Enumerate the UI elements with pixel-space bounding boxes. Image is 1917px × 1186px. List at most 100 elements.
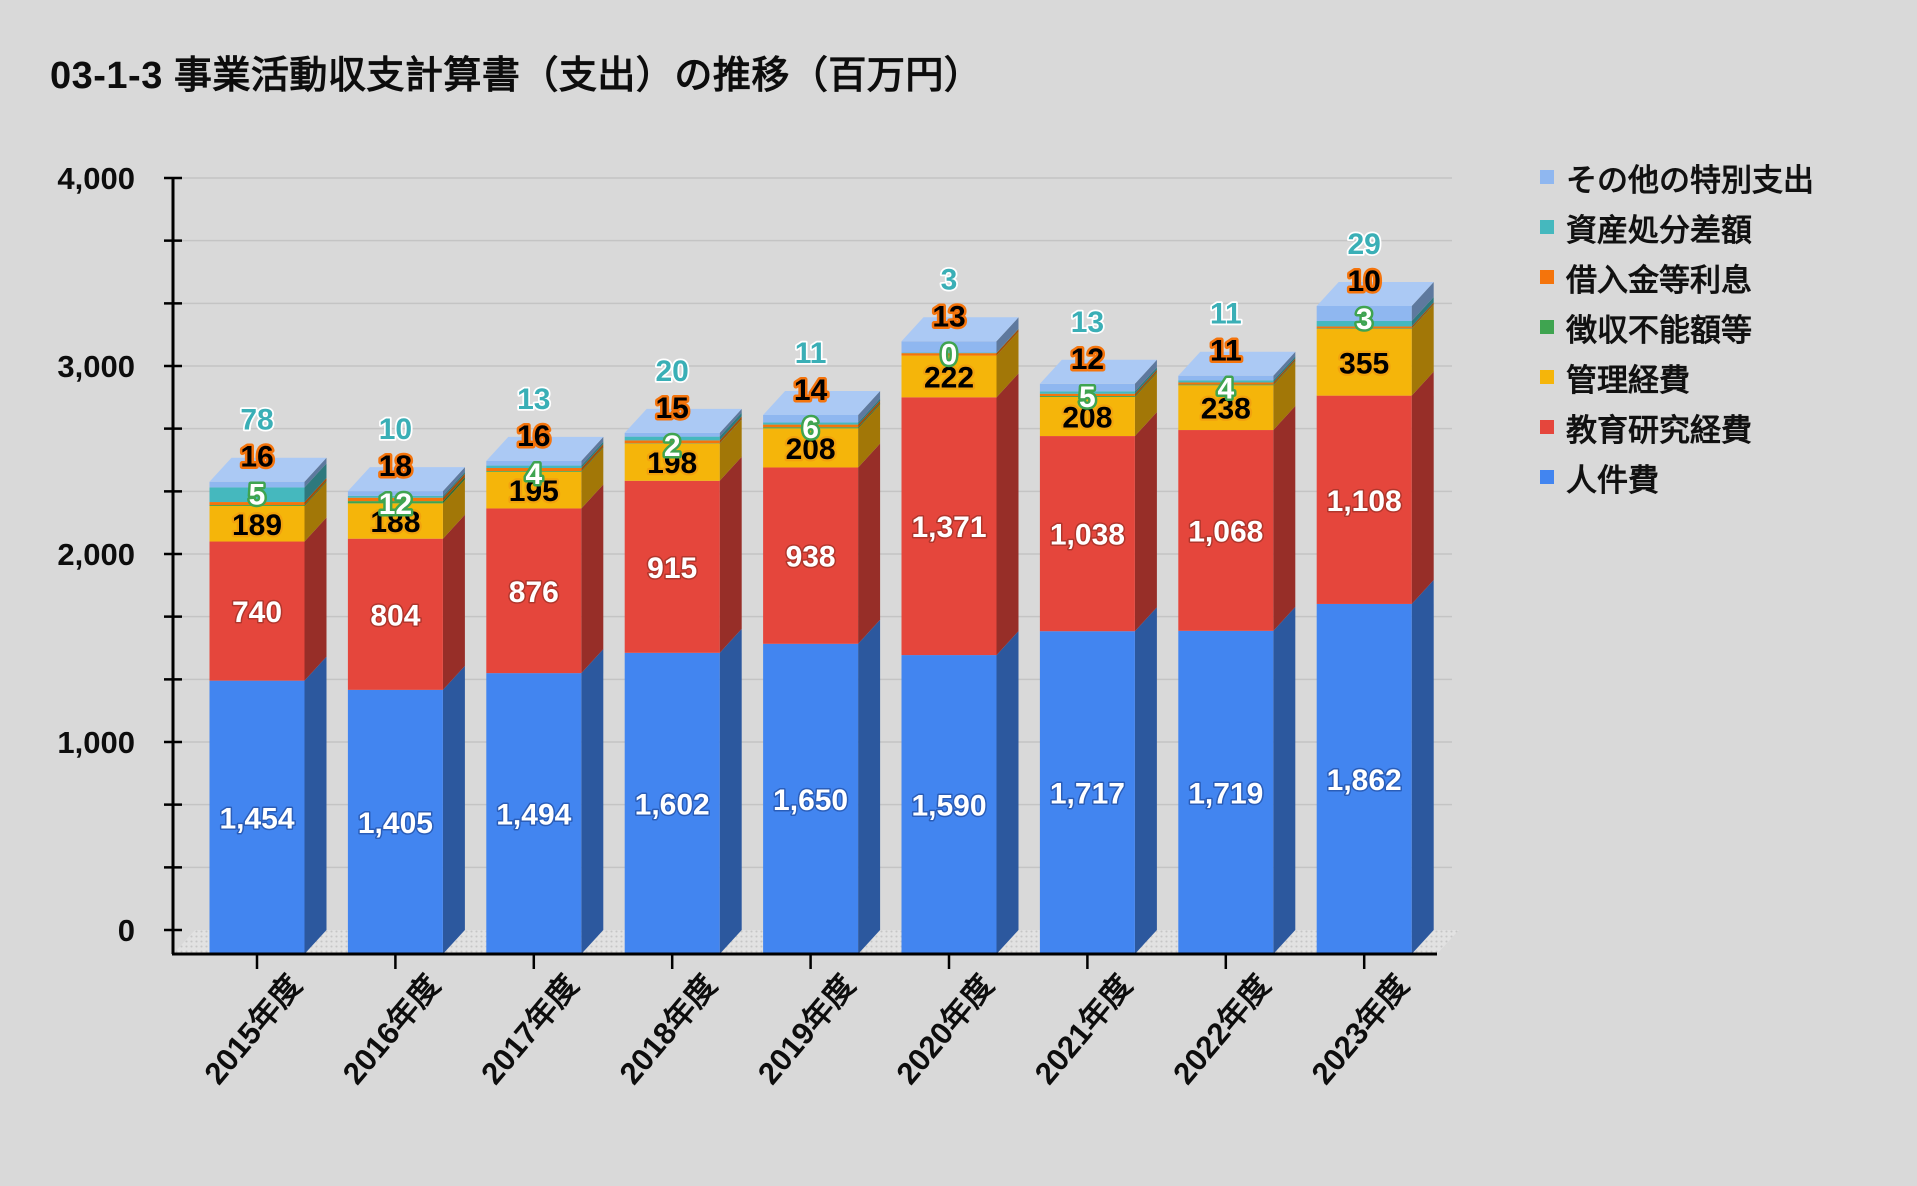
bar-segment-2023年度-借入金等利息	[1316, 326, 1412, 329]
bar-segment-2021年度-資産処分差額	[1039, 391, 1135, 394]
bar-segment-2015年度-人件費	[209, 680, 305, 954]
bar-top-face	[1178, 351, 1296, 376]
data-label: 10	[1348, 265, 1381, 298]
data-label: 3	[1356, 303, 1373, 336]
legend-swatch	[1540, 320, 1554, 334]
y-axis-label: 4,000	[57, 161, 135, 196]
bar-segment-2021年度-その他の特別支出	[1039, 383, 1135, 392]
bar-segment-side-借入金等利息	[996, 329, 1019, 356]
bar-segment-side-教育研究経費	[1411, 371, 1434, 604]
bar-segment-side-人件費	[581, 649, 604, 954]
bar-segment-side-教育研究経費	[996, 373, 1019, 656]
data-label: 4	[525, 458, 542, 491]
bar-segment-side-その他の特別支出	[996, 317, 1019, 353]
bar-segment-2016年度-借入金等利息	[347, 497, 443, 502]
data-label: 740	[232, 596, 282, 629]
bar-segment-2019年度-徴収不能額等	[763, 427, 859, 429]
bar-top-face	[763, 391, 881, 416]
bar-segment-side-人件費	[996, 631, 1019, 954]
data-label: 2	[664, 430, 681, 463]
bar-segment-side-その他の特別支出	[719, 408, 742, 437]
bar-segment-side-資産処分差額	[1411, 297, 1434, 327]
bar-segment-2019年度-教育研究経費	[763, 467, 859, 644]
bar-segment-2016年度-人件費	[347, 689, 443, 954]
bar-segment-2023年度-教育研究経費	[1316, 395, 1412, 604]
bar-top-face	[209, 457, 327, 482]
data-label: 14	[794, 374, 828, 407]
bar-segment-side-その他の特別支出	[304, 457, 327, 488]
bar-segment-2023年度-管理経費	[1316, 328, 1412, 396]
bar-segment-2023年度-徴収不能額等	[1316, 328, 1412, 329]
bar-segment-2022年度-人件費	[1178, 630, 1274, 954]
bar-2022年度	[1178, 351, 1296, 954]
data-label: 5	[1079, 381, 1096, 414]
bar-top-face	[901, 317, 1019, 342]
bar-segment-side-徴収不能額等	[719, 419, 742, 444]
bar-segment-side-資産処分差額	[581, 441, 604, 469]
bar-segment-2022年度-資産処分差額	[1178, 380, 1274, 383]
data-label: 1,038	[1050, 519, 1125, 552]
bar-segment-side-徴収不能額等	[581, 447, 604, 472]
legend-label: その他の特別支出	[1566, 162, 1814, 198]
data-label: 12	[379, 488, 412, 521]
data-label: 11	[795, 337, 827, 370]
data-label: 3	[941, 263, 958, 296]
bar-segment-2015年度-その他の特別支出	[209, 481, 305, 488]
legend-item: 教育研究経費	[1540, 402, 1917, 452]
bar-segment-side-管理経費	[442, 479, 465, 539]
bar-segment-side-教育研究経費	[304, 517, 327, 681]
bar-segment-2018年度-借入金等利息	[624, 440, 720, 444]
bar-segment-2023年度-資産処分差額	[1316, 321, 1412, 327]
bar-segment-2017年度-その他の特別支出	[486, 460, 582, 466]
bar-top-face	[1039, 359, 1157, 384]
bar-segment-2019年度-資産処分差額	[763, 422, 859, 425]
legend-item: 人件費	[1540, 452, 1917, 502]
x-axis-label: 2017年度	[474, 968, 585, 1091]
bar-segment-2017年度-管理経費	[486, 471, 582, 509]
bar-segment-side-その他の特別支出	[1134, 359, 1157, 392]
bar-segment-side-人件費	[1273, 606, 1296, 954]
data-label: 915	[647, 552, 697, 585]
bar-segment-2016年度-教育研究経費	[347, 538, 443, 690]
bar-segment-2022年度-徴収不能額等	[1178, 384, 1274, 386]
bar-segment-2022年度-教育研究経費	[1178, 430, 1274, 631]
y-axis-label: 2,000	[57, 537, 135, 572]
bar-segment-side-徴収不能額等	[858, 403, 881, 429]
bar-segment-2019年度-その他の特別支出	[763, 415, 859, 423]
bar-segment-side-その他の特別支出	[858, 391, 881, 423]
bar-segment-side-徴収不能額等	[304, 481, 327, 506]
legend-label: 借入金等利息	[1566, 262, 1752, 298]
bar-segment-2015年度-借入金等利息	[209, 502, 305, 506]
y-axis-label: 1,000	[57, 725, 135, 760]
bar-segment-side-人件費	[1411, 579, 1434, 954]
bar-segment-2017年度-資産処分差額	[486, 465, 582, 469]
bar-segment-side-借入金等利息	[719, 416, 742, 444]
legend-label: 徴収不能額等	[1566, 312, 1752, 348]
x-axis-label: 2021年度	[1028, 968, 1139, 1091]
bar-segment-side-教育研究経費	[442, 514, 465, 690]
data-label: 222	[924, 361, 974, 394]
bar-segment-2016年度-資産処分差額	[347, 495, 443, 498]
data-label: 4	[1217, 373, 1234, 406]
data-label: 1,108	[1327, 485, 1402, 518]
bar-top-face	[1316, 281, 1434, 306]
data-label: 13	[517, 383, 550, 416]
bar-segment-side-資産処分差額	[996, 328, 1019, 354]
bar-2016年度	[347, 467, 465, 954]
bar-segment-2022年度-借入金等利息	[1178, 382, 1274, 385]
bar-segment-2021年度-徴収不能額等	[1039, 396, 1135, 397]
bar-segment-side-その他の特別支出	[581, 436, 604, 466]
bar-segment-2018年度-資産処分差額	[624, 436, 720, 441]
bar-segment-side-借入金等利息	[1134, 369, 1157, 397]
bar-segment-2016年度-徴収不能額等	[347, 501, 443, 504]
data-label: 1,371	[911, 511, 986, 544]
bar-segment-2020年度-人件費	[901, 655, 997, 954]
bar-segment-side-資産処分差額	[304, 463, 327, 503]
data-label: 198	[647, 447, 697, 480]
legend-swatch	[1540, 270, 1554, 284]
data-label: 15	[656, 392, 689, 425]
bar-segment-side-徴収不能額等	[442, 477, 465, 504]
data-label: 1,454	[219, 802, 294, 835]
bar-segment-side-借入金等利息	[1411, 302, 1434, 329]
